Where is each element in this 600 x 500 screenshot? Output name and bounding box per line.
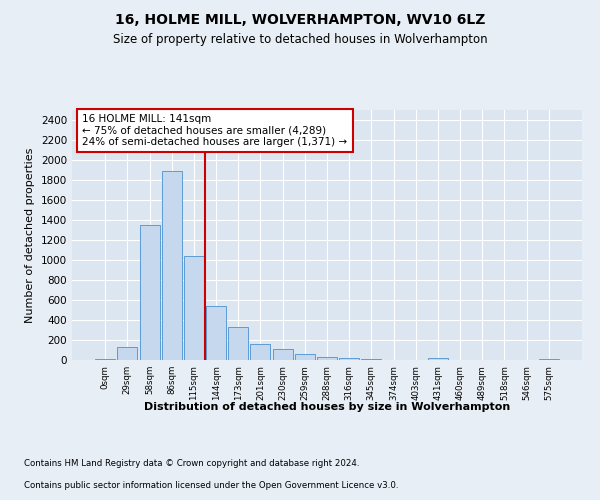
Bar xyxy=(162,171,182,360)
Bar xyxy=(250,344,271,360)
Bar xyxy=(539,358,559,360)
Bar xyxy=(206,306,226,360)
Text: 16, HOLME MILL, WOLVERHAMPTON, WV10 6LZ: 16, HOLME MILL, WOLVERHAMPTON, WV10 6LZ xyxy=(115,12,485,26)
Text: 16 HOLME MILL: 141sqm
← 75% of detached houses are smaller (4,289)
24% of semi-d: 16 HOLME MILL: 141sqm ← 75% of detached … xyxy=(82,114,347,147)
Bar xyxy=(228,326,248,360)
Y-axis label: Number of detached properties: Number of detached properties xyxy=(25,148,35,322)
Text: Distribution of detached houses by size in Wolverhampton: Distribution of detached houses by size … xyxy=(144,402,510,412)
Bar xyxy=(118,347,137,360)
Bar xyxy=(361,358,382,360)
Bar xyxy=(184,256,204,360)
Bar xyxy=(295,354,315,360)
Text: Contains HM Land Registry data © Crown copyright and database right 2024.: Contains HM Land Registry data © Crown c… xyxy=(24,460,359,468)
Bar xyxy=(428,358,448,360)
Bar xyxy=(317,356,337,360)
Text: Contains public sector information licensed under the Open Government Licence v3: Contains public sector information licen… xyxy=(24,480,398,490)
Text: Size of property relative to detached houses in Wolverhampton: Size of property relative to detached ho… xyxy=(113,32,487,46)
Bar xyxy=(272,349,293,360)
Bar xyxy=(339,358,359,360)
Bar xyxy=(95,358,115,360)
Bar xyxy=(140,225,160,360)
